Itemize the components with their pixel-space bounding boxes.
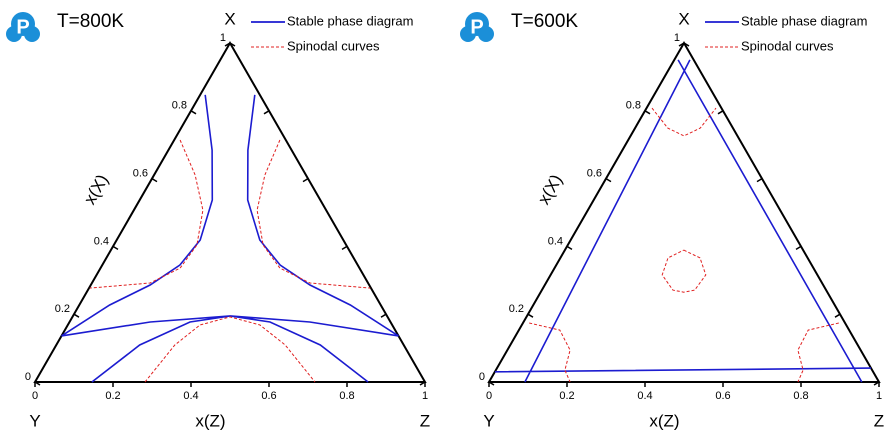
x-tick-label: 0.6 bbox=[261, 390, 276, 402]
series-line bbox=[61, 94, 399, 383]
y-tick bbox=[73, 313, 80, 318]
y-tick-label: 0.6 bbox=[587, 168, 602, 180]
y-tick-label: 0.8 bbox=[626, 100, 641, 112]
vertex-label: Y bbox=[29, 411, 40, 430]
right-tick bbox=[834, 313, 841, 318]
legend-label: Stable phase diagram bbox=[741, 13, 867, 28]
y-tick-label: 0.4 bbox=[548, 235, 563, 247]
logo: P bbox=[16, 16, 29, 38]
y-axis-label: x(X) bbox=[80, 171, 112, 207]
legend-label: Spinodal curves bbox=[741, 38, 834, 53]
right-tick bbox=[678, 42, 685, 47]
right-tick bbox=[717, 110, 724, 115]
right-tick bbox=[795, 245, 802, 251]
logo-bg bbox=[24, 26, 40, 42]
series-line bbox=[529, 107, 839, 383]
y-tick-label: 0.4 bbox=[94, 235, 109, 247]
legend-label: Spinodal curves bbox=[287, 38, 380, 53]
vertex-label: Z bbox=[420, 411, 430, 430]
y-tick bbox=[683, 42, 690, 47]
x-tick-label: 0.2 bbox=[559, 390, 574, 402]
logo-bg bbox=[6, 26, 22, 42]
y-tick bbox=[190, 110, 197, 115]
y-tick bbox=[229, 42, 236, 47]
y-tick-label: 0.2 bbox=[509, 303, 524, 315]
x-tick-label: 0.6 bbox=[715, 390, 730, 402]
x-axis-label: x(Z) bbox=[195, 411, 225, 430]
x-tick-label: 0.4 bbox=[637, 390, 652, 402]
right-tick bbox=[263, 110, 270, 115]
logo: P bbox=[470, 16, 483, 38]
y-tick bbox=[527, 313, 534, 318]
vertex-label: Y bbox=[483, 411, 494, 430]
right-tick bbox=[341, 245, 348, 251]
x-axis-label: x(Z) bbox=[649, 411, 679, 430]
y-tick-label: 0.2 bbox=[55, 303, 70, 315]
y-tick bbox=[566, 245, 573, 251]
x-tick-label: 0 bbox=[486, 390, 492, 402]
y-tick-label: 1 bbox=[220, 32, 226, 44]
right-tick bbox=[756, 177, 763, 183]
chart-title: T=600K bbox=[511, 11, 578, 32]
y-tick-label: 0 bbox=[25, 371, 31, 383]
x-tick-label: 1 bbox=[422, 390, 428, 402]
y-tick bbox=[644, 110, 651, 115]
y-tick bbox=[151, 177, 158, 183]
frame bbox=[487, 40, 881, 383]
right-tick bbox=[224, 42, 231, 47]
series-line bbox=[494, 59, 872, 383]
y-axis-label: x(X) bbox=[534, 171, 566, 207]
right-tick bbox=[419, 381, 426, 386]
right-tick bbox=[873, 381, 880, 386]
legend-label: Stable phase diagram bbox=[287, 13, 413, 28]
right-tick bbox=[380, 313, 387, 318]
frame bbox=[33, 40, 427, 383]
vertex-label: Z bbox=[874, 411, 884, 430]
x-tick-label: 0.8 bbox=[339, 390, 354, 402]
vertex-label: X bbox=[678, 9, 689, 28]
y-tick bbox=[34, 381, 41, 386]
chart-title: T=800K bbox=[57, 11, 124, 32]
y-tick-label: 0.6 bbox=[133, 168, 148, 180]
logo-bg bbox=[478, 26, 494, 42]
y-tick-label: 1 bbox=[674, 32, 680, 44]
vertex-label: X bbox=[224, 9, 235, 28]
x-tick-label: 0.8 bbox=[793, 390, 808, 402]
x-tick-label: 1 bbox=[876, 390, 882, 402]
x-tick-label: 0.4 bbox=[183, 390, 198, 402]
logo-bg bbox=[460, 26, 476, 42]
right-tick bbox=[302, 177, 309, 183]
y-tick bbox=[488, 381, 495, 386]
series-line bbox=[89, 139, 371, 383]
y-tick-label: 0 bbox=[479, 371, 485, 383]
y-tick-label: 0.8 bbox=[172, 100, 187, 112]
x-tick-label: 0 bbox=[32, 390, 38, 402]
y-tick bbox=[605, 177, 612, 183]
y-tick bbox=[112, 245, 119, 251]
x-tick-label: 0.2 bbox=[105, 390, 120, 402]
